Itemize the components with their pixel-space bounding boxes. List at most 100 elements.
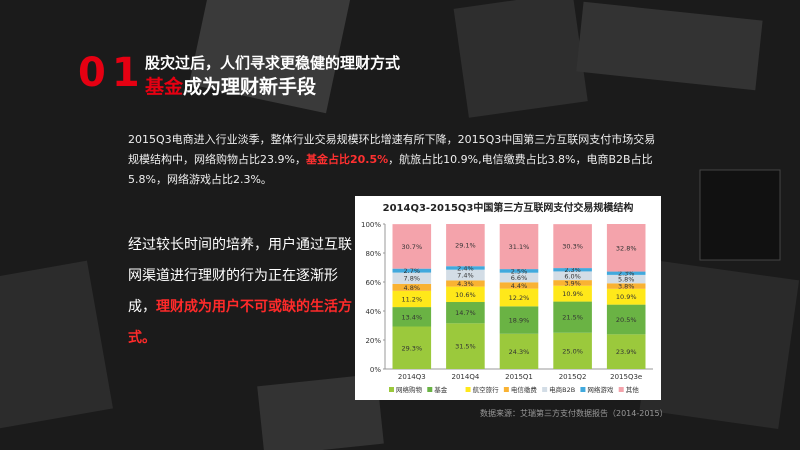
data-label: 31.1% [509, 243, 530, 251]
bar-segment [392, 290, 432, 308]
bar-segment [553, 280, 592, 286]
bar-segment [446, 266, 485, 270]
bar-segment [392, 307, 432, 327]
highlight: 基金占比20.5% [305, 153, 389, 166]
legend-label: 基金 [434, 385, 448, 394]
bar-segment [392, 283, 432, 291]
section-number: 01 [78, 50, 146, 96]
bar-segment [446, 286, 485, 303]
data-label: 24.3% [509, 348, 530, 356]
data-label: 10.9% [616, 293, 637, 301]
bar-segment [553, 268, 592, 272]
y-tick-label: 60% [365, 279, 381, 287]
legend-label: 网络游戏 [587, 385, 614, 394]
legend-swatch [427, 387, 433, 392]
data-label: 10.9% [562, 290, 583, 298]
data-label: 6.6% [511, 274, 528, 282]
x-tick-label: 2015Q2 [559, 373, 587, 381]
x-tick-label: 2014Q3 [398, 373, 426, 381]
data-label: 4.3% [457, 280, 474, 288]
data-label: 11.2% [401, 295, 422, 303]
data-label: 30.7% [401, 243, 422, 251]
bar-segment [499, 269, 539, 273]
legend-label: 网络购物 [396, 385, 423, 394]
data-label: 18.9% [509, 317, 530, 325]
bar-segment [446, 269, 485, 281]
bar-segment [392, 224, 432, 269]
bar-segment [499, 224, 539, 270]
bar-segment [499, 333, 539, 369]
data-label: 12.2% [509, 294, 530, 302]
data-label: 7.8% [404, 275, 421, 283]
data-label: 25.0% [562, 347, 583, 355]
legend-swatch [618, 387, 624, 392]
data-label: 31.5% [455, 343, 476, 351]
bar-segment [446, 302, 485, 324]
data-label: 5.8% [618, 276, 635, 284]
data-label: 3.8% [618, 283, 635, 291]
bar-segment [446, 280, 485, 287]
bar-segment [392, 272, 432, 284]
y-tick-label: 40% [365, 308, 381, 316]
data-label: 2.7% [404, 267, 421, 275]
bar-segment [606, 283, 646, 289]
data-label: 29.1% [455, 242, 476, 250]
data-label: 30.3% [562, 243, 583, 251]
bar-segment [606, 274, 646, 284]
legend-swatch [580, 387, 586, 392]
bar-segment [446, 323, 485, 369]
highlight: 理财成为用户不可或缺的生活方式。 [128, 299, 352, 346]
legend-label: 其他 [626, 385, 640, 394]
bar-segment [606, 288, 646, 305]
bar-segment [553, 332, 592, 369]
y-tick-label: 0% [370, 366, 381, 374]
heading-line: 基金成为理财新手段 [145, 72, 316, 99]
data-label: 2.3% [564, 266, 581, 274]
data-label: 2.4% [457, 264, 474, 272]
bar-segment [553, 301, 592, 333]
bar-segment [392, 326, 432, 369]
bar-segment [392, 268, 432, 273]
data-label: 3.9% [564, 279, 581, 287]
data-label: 13.4% [401, 313, 422, 321]
paragraph: 2015Q3电商进入行业淡季，整体行业交易规模环比增速有所下降，2015Q3中国… [128, 130, 658, 190]
data-label: 2.5% [511, 267, 528, 275]
legend-label: 电商B2B [549, 385, 575, 394]
legend-label: 航空旅行 [473, 385, 500, 394]
source: 数据来源：艾瑞第三方支付数据报告（2014-2015） [480, 409, 668, 418]
text: 经过较长时间的培养，用户通过互联网渠道进行理财的行为正在逐渐形成， [128, 237, 352, 315]
bar-segment [553, 224, 592, 269]
bar-segment [499, 282, 539, 289]
heading-line: 股灾过后，人们寻求更稳健的理财方式 [145, 54, 401, 72]
x-tick-label: 2015Q1 [505, 373, 533, 381]
data-label: 20.5% [616, 316, 637, 324]
bar-segment [499, 288, 539, 307]
bar-segment [553, 271, 592, 281]
text: 2015Q3电商进入行业淡季，整体行业交易规模环比增速有所下降，2015Q3中国… [128, 133, 656, 166]
bar-segment [553, 285, 592, 302]
data-label: 6.0% [564, 272, 581, 280]
data-label: 7.4% [457, 272, 474, 280]
heading-text: 成为理财新手段 [183, 76, 317, 98]
heading-highlight: 基金 [145, 76, 184, 98]
data-label: 21.5% [562, 314, 583, 322]
y-tick-label: 80% [365, 250, 381, 258]
bar-segment [499, 272, 539, 283]
x-tick-label: 2015Q3e [610, 373, 642, 381]
y-tick-label: 20% [365, 337, 381, 345]
chart-title: 2014Q3-2015Q3中国第三方互联网支付交易规模结构 [383, 201, 634, 214]
data-label: 23.9% [616, 348, 637, 356]
bar-segment [606, 224, 646, 272]
data-label: 10.6% [455, 291, 476, 299]
data-label: 2.3% [618, 270, 635, 278]
bar-segment [499, 306, 539, 334]
chart: 2014Q3-2015Q3中国第三方互联网支付交易规模结构 0% 20% 40% 60… [355, 196, 661, 400]
legend-swatch [389, 387, 394, 392]
bar-segment [606, 271, 646, 275]
text: ，航旅占比10.9%,电信缴费占比3.8%，电商B2B占比5.8%，网络游戏占比… [128, 153, 653, 186]
y-tick-label: 100% [361, 221, 381, 229]
data-label: 14.7% [455, 309, 476, 317]
side-text: 经过较长时间的培养，用户通过互联网渠道进行理财的行为正在逐渐形成，理财成为用户不… [128, 230, 353, 354]
legend-swatch [542, 387, 548, 392]
